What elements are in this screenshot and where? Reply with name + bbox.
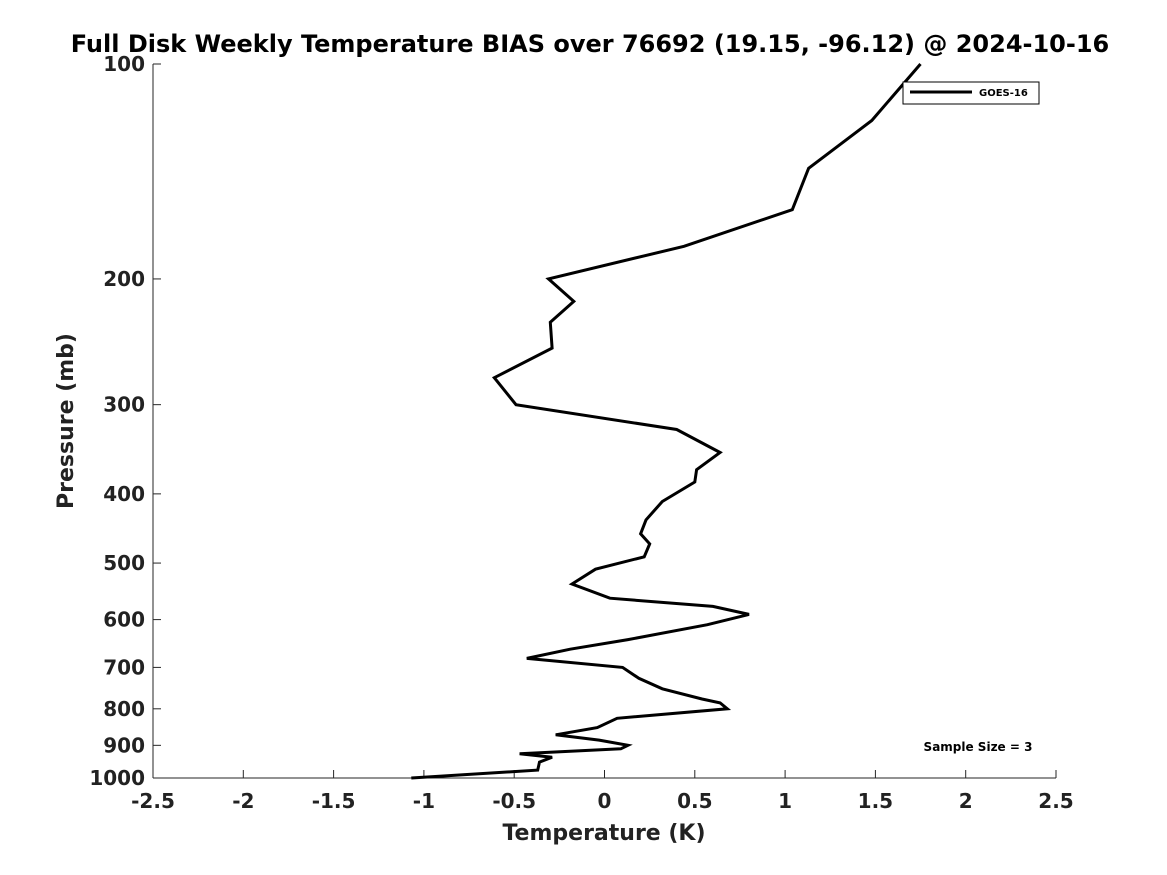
x-tick-label: 1 <box>778 789 792 813</box>
y-tick-label: 700 <box>103 655 145 679</box>
y-tick-label: 800 <box>103 697 145 721</box>
x-tick-label: 2 <box>959 789 973 813</box>
x-ticks: -2.5 -2 -1.5 -1 -0.5 0 0.5 1 1.5 2 2.5 <box>131 770 1074 813</box>
y-tick-label: 400 <box>103 482 145 506</box>
legend: GOES-16 <box>902 81 1040 105</box>
y-tick-label: 300 <box>103 393 145 417</box>
series-layer <box>411 63 922 780</box>
legend-label-goes-16: GOES-16 <box>979 88 1028 99</box>
x-axis-label: Temperature (K) <box>502 821 705 846</box>
x-tick-label: -0.5 <box>492 789 536 813</box>
x-tick-label: -1 <box>413 789 435 813</box>
y-tick-label: 900 <box>103 733 145 757</box>
x-tick-label: -2 <box>232 789 254 813</box>
x-tick-label: -2.5 <box>131 789 175 813</box>
axes <box>152 64 1056 779</box>
series-line-goes-16 <box>411 63 922 780</box>
y-axis-label: Pressure (mb) <box>54 333 79 509</box>
sample-size-annotation: Sample Size = 3 <box>924 740 1033 754</box>
y-tick-label: 100 <box>103 52 145 76</box>
chart-title: Full Disk Weekly Temperature BIAS over 7… <box>71 30 1110 58</box>
x-tick-label: 1.5 <box>858 789 893 813</box>
y-ticks: 100 200 300 400 500 600 700 800 900 1000 <box>89 52 161 790</box>
y-tick-label: 200 <box>103 267 145 291</box>
x-tick-label: 2.5 <box>1038 789 1073 813</box>
y-tick-label: 500 <box>103 551 145 575</box>
y-tick-label: 600 <box>103 608 145 632</box>
y-tick-label: 1000 <box>89 766 145 790</box>
x-tick-label: 0 <box>598 789 612 813</box>
x-tick-label: -1.5 <box>312 789 356 813</box>
x-tick-label: 0.5 <box>677 789 712 813</box>
